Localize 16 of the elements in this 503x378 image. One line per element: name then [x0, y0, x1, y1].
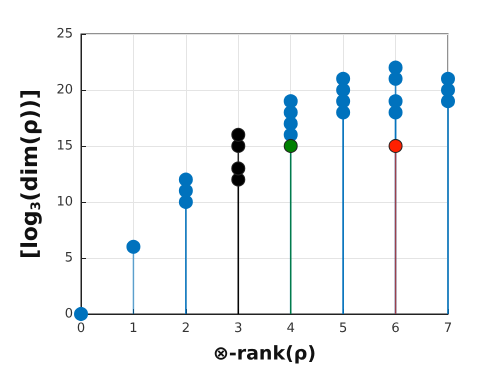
y-tick-label: 5 — [64, 250, 73, 266]
x-tick-label: 3 — [234, 321, 242, 336]
y-tick-label: 20 — [56, 82, 73, 98]
x-tick-label: 6 — [391, 321, 400, 336]
x-tick-label: 0 — [76, 321, 86, 336]
x-tick-label: 5 — [339, 321, 348, 336]
y-axis-title: [log3(dim(ρ))] — [18, 89, 44, 259]
y-tick-label: 0 — [64, 306, 73, 322]
x-axis-title: ⊗-rank(ρ) — [212, 342, 316, 364]
y-tick-label: 10 — [56, 194, 73, 210]
x-tick-label: 4 — [286, 321, 295, 336]
x-tick-label: 2 — [182, 321, 190, 336]
y-tick-label: 15 — [56, 138, 73, 154]
x-tick-label: 1 — [129, 321, 138, 336]
y-tick-label: 25 — [56, 26, 73, 42]
x-tick-label: 7 — [444, 321, 452, 336]
